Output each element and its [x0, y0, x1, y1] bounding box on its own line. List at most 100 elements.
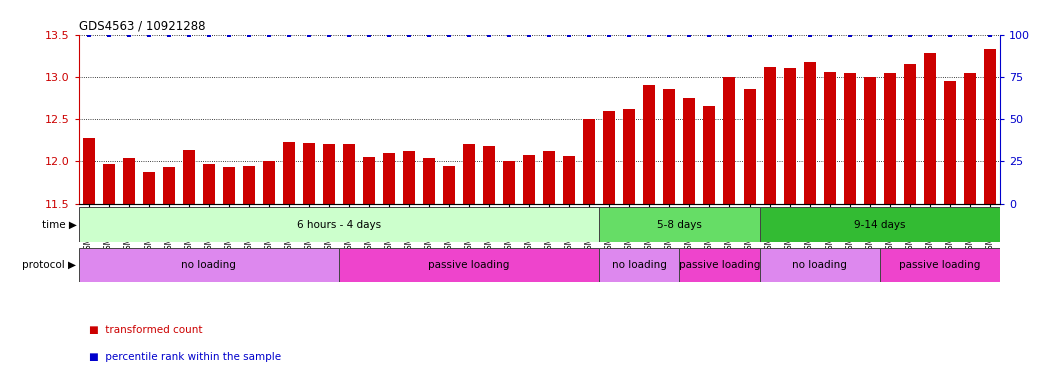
- Bar: [79, 248, 339, 282]
- Point: [541, 31, 558, 38]
- Bar: [463, 144, 475, 204]
- Bar: [603, 111, 616, 204]
- Point: [360, 31, 377, 38]
- Point: [921, 31, 938, 38]
- Bar: [483, 146, 495, 204]
- Point: [801, 31, 818, 38]
- Bar: [704, 106, 715, 204]
- Point: [901, 31, 918, 38]
- Point: [761, 31, 778, 38]
- Text: time ▶: time ▶: [42, 220, 76, 230]
- Bar: [680, 248, 759, 282]
- Bar: [142, 172, 155, 204]
- Point: [441, 31, 458, 38]
- Bar: [263, 161, 274, 204]
- Point: [461, 31, 477, 38]
- Point: [300, 31, 317, 38]
- Bar: [684, 98, 695, 204]
- Text: 5-8 days: 5-8 days: [656, 220, 701, 230]
- Bar: [83, 137, 94, 204]
- Bar: [923, 53, 936, 204]
- Bar: [524, 156, 535, 204]
- Point: [821, 31, 838, 38]
- Bar: [664, 89, 675, 204]
- Bar: [322, 144, 335, 204]
- Point: [882, 31, 898, 38]
- Point: [862, 31, 878, 38]
- Bar: [303, 143, 315, 204]
- Bar: [283, 142, 295, 204]
- Bar: [383, 153, 395, 204]
- Bar: [504, 161, 515, 204]
- Bar: [162, 167, 175, 204]
- Point: [781, 31, 798, 38]
- Text: 9-14 days: 9-14 days: [854, 220, 906, 230]
- Bar: [203, 164, 215, 204]
- Point: [681, 31, 697, 38]
- Bar: [599, 207, 759, 242]
- Text: passive loading: passive loading: [678, 260, 760, 270]
- Point: [320, 31, 337, 38]
- Bar: [964, 73, 976, 204]
- Point: [601, 31, 618, 38]
- Text: ■  percentile rank within the sample: ■ percentile rank within the sample: [89, 352, 282, 362]
- Point: [701, 31, 718, 38]
- Bar: [563, 156, 575, 204]
- Point: [981, 31, 998, 38]
- Point: [340, 31, 357, 38]
- Point: [842, 31, 859, 38]
- Point: [160, 31, 177, 38]
- Point: [200, 31, 217, 38]
- Point: [741, 31, 758, 38]
- Point: [281, 31, 297, 38]
- Bar: [763, 67, 776, 204]
- Bar: [403, 151, 415, 204]
- Point: [721, 31, 738, 38]
- Bar: [759, 207, 1000, 242]
- Text: protocol ▶: protocol ▶: [22, 260, 76, 270]
- Bar: [343, 144, 355, 204]
- Bar: [182, 150, 195, 204]
- Point: [220, 31, 237, 38]
- Text: no loading: no loading: [611, 260, 667, 270]
- Point: [261, 31, 277, 38]
- Point: [661, 31, 677, 38]
- Text: no loading: no loading: [181, 260, 237, 270]
- Bar: [243, 166, 254, 204]
- Bar: [884, 73, 896, 204]
- Point: [961, 31, 978, 38]
- Bar: [943, 81, 956, 204]
- Text: no loading: no loading: [793, 260, 847, 270]
- Point: [381, 31, 398, 38]
- Text: 6 hours - 4 days: 6 hours - 4 days: [297, 220, 381, 230]
- Text: passive loading: passive loading: [899, 260, 980, 270]
- Point: [81, 31, 97, 38]
- Bar: [583, 119, 596, 204]
- Bar: [864, 77, 875, 204]
- Bar: [443, 166, 455, 204]
- Bar: [783, 68, 796, 204]
- Bar: [339, 248, 599, 282]
- Bar: [804, 61, 816, 204]
- Point: [641, 31, 658, 38]
- Bar: [824, 72, 836, 204]
- Bar: [723, 77, 735, 204]
- Bar: [363, 157, 375, 204]
- Bar: [904, 64, 916, 204]
- Point: [120, 31, 137, 38]
- Point: [520, 31, 537, 38]
- Point: [101, 31, 117, 38]
- Bar: [599, 248, 680, 282]
- Bar: [759, 248, 879, 282]
- Point: [481, 31, 497, 38]
- Bar: [879, 248, 1000, 282]
- Text: ■  transformed count: ■ transformed count: [89, 325, 202, 335]
- Point: [581, 31, 598, 38]
- Bar: [543, 151, 555, 204]
- Text: passive loading: passive loading: [428, 260, 510, 270]
- Point: [500, 31, 517, 38]
- Bar: [223, 167, 235, 204]
- Bar: [79, 207, 599, 242]
- Bar: [844, 73, 855, 204]
- Bar: [743, 89, 756, 204]
